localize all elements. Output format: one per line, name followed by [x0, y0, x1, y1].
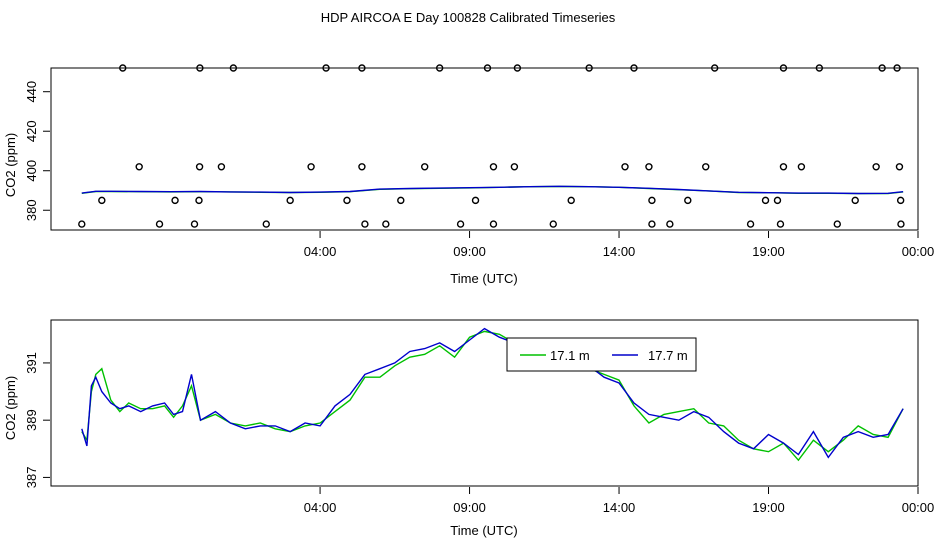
top-x-tick-label: 19:00 [752, 244, 785, 259]
top-scatter-point [645, 163, 653, 171]
top-scatter-point [171, 196, 179, 205]
legend-label-17-7m: 17.7 m [648, 348, 688, 363]
top-scatter-point [155, 220, 164, 228]
top-scatter-point [307, 163, 315, 171]
bottom-x-tick-label: 19:00 [752, 500, 785, 515]
bottom-y-tick-label: 391 [24, 352, 39, 374]
top-scatter-point [78, 220, 86, 228]
top-scatter-point [489, 220, 498, 228]
top-scatter-point [648, 196, 656, 205]
top-scatter-point [195, 163, 204, 171]
top-x-axis: 04:00 09:00 14:00 19:00 00:00 [304, 231, 934, 259]
top-scatter-point [621, 163, 629, 171]
top-scatter-point [897, 220, 905, 228]
top-scatter-point [435, 64, 444, 72]
top-y-tick-label: 400 [24, 160, 39, 182]
top-scatter-point [833, 220, 841, 228]
top-scatter-point [217, 163, 226, 171]
top-scatter-point [229, 64, 238, 72]
top-panel: 04:00 09:00 14:00 19:00 00:00 380 400 420 440 T… [3, 64, 934, 286]
top-scatter-point [872, 163, 880, 171]
top-scatter-points [78, 64, 905, 228]
top-scatter-point [513, 64, 522, 72]
bottom-series-line-1 [81, 327, 904, 459]
top-x-tick-label: 04:00 [304, 244, 337, 259]
bottom-x-tick-label: 04:00 [304, 500, 337, 515]
top-scatter-point [358, 163, 366, 171]
top-scatter-point [567, 196, 575, 205]
top-x-axis-label: Time (UTC) [450, 271, 517, 286]
bottom-x-tick-label: 09:00 [453, 500, 486, 515]
top-scatter-point [711, 64, 719, 72]
top-scatter-point [773, 196, 782, 205]
top-scatter-point [896, 196, 905, 205]
top-scatter-point [797, 163, 806, 171]
top-scatter-point [648, 220, 656, 228]
top-series-line-1 [81, 185, 904, 195]
top-scatter-point [878, 64, 886, 72]
top-scatter-point [815, 64, 824, 72]
top-scatter-point [358, 64, 366, 72]
top-scatter-point [761, 196, 770, 205]
top-scatter-point [630, 64, 638, 72]
top-scatter-point [851, 196, 859, 205]
bottom-x-axis-label: Time (UTC) [450, 523, 517, 538]
top-scatter-point [510, 163, 519, 171]
top-scatter-point [483, 64, 492, 72]
top-x-tick-label: 09:00 [453, 244, 486, 259]
top-scatter-point [397, 196, 405, 205]
top-scatter-point [286, 196, 294, 205]
top-y-axis-label: CO2 (ppm) [3, 133, 18, 197]
page-title: HDP AIRCOA E Day 100828 Calibrated Times… [321, 10, 616, 25]
top-scatter-point [779, 64, 788, 72]
top-scatter-point [549, 220, 557, 228]
top-y-tick-label: 440 [24, 81, 39, 103]
top-scatter-point [195, 196, 203, 205]
bottom-plot-frame [50, 319, 919, 487]
bottom-y-axis: 387 389 391 [24, 352, 50, 488]
bottom-x-tick-label: 14:00 [603, 500, 636, 515]
top-scatter-point [666, 220, 674, 228]
top-scatter-point [196, 64, 204, 72]
top-scatter-point [776, 220, 785, 228]
top-y-tick-label: 380 [24, 199, 39, 221]
top-scatter-point [895, 163, 904, 171]
top-scatter-point [343, 196, 351, 205]
top-scatter-point [119, 64, 127, 72]
legend-label-17-1m: 17.1 m [550, 348, 590, 363]
top-scatter-point [361, 220, 369, 228]
top-scatter-point [421, 163, 429, 171]
top-scatter-point [135, 163, 143, 171]
top-scatter-point [190, 220, 199, 228]
top-scatter-point [684, 196, 692, 205]
bottom-x-axis: 04:00 09:00 14:00 19:00 00:00 [304, 487, 934, 515]
top-scatter-point [489, 163, 498, 171]
top-plot-frame [50, 67, 919, 231]
top-scatter-point [471, 196, 480, 205]
top-series-lines [81, 185, 904, 195]
legend: 17.1 m 17.7 m [506, 337, 697, 372]
top-scatter-point [262, 220, 270, 228]
top-scatter-point [702, 163, 710, 171]
top-x-tick-label: 14:00 [603, 244, 636, 259]
bottom-x-tick-label: 00:00 [902, 500, 935, 515]
bottom-y-tick-label: 387 [24, 467, 39, 489]
top-scatter-point [779, 163, 788, 171]
bottom-series-lines [81, 327, 904, 462]
top-y-tick-label: 420 [24, 120, 39, 142]
top-scatter-point [322, 64, 330, 72]
top-scatter-point [585, 64, 593, 72]
bottom-y-tick-label: 389 [24, 409, 39, 431]
top-scatter-point [382, 220, 390, 228]
top-scatter-point [456, 220, 465, 228]
top-scatter-point [98, 196, 106, 205]
top-x-tick-label: 00:00 [902, 244, 935, 259]
top-y-axis: 380 400 420 440 [24, 81, 50, 221]
bottom-y-axis-label: CO2 (ppm) [3, 376, 18, 440]
bottom-panel: 04:00 09:00 14:00 19:00 00:00 387 389 391 Time… [3, 319, 934, 538]
top-scatter-point [893, 64, 901, 72]
top-scatter-point [746, 220, 755, 228]
